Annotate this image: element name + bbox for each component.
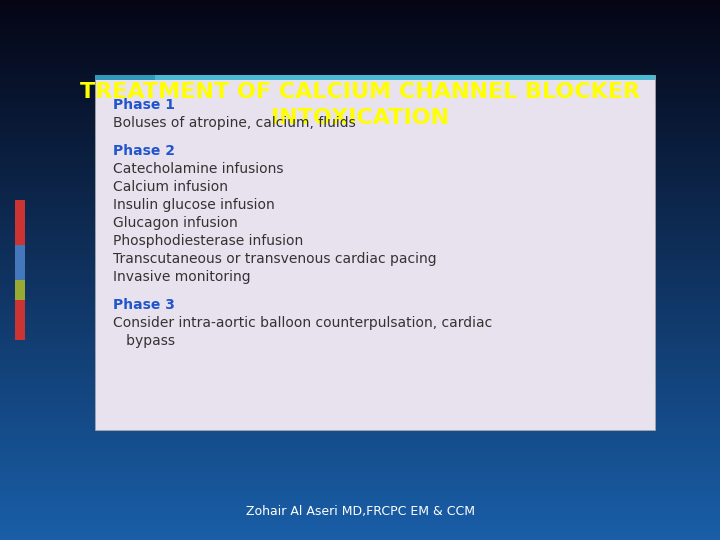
Bar	[95, 75, 655, 430]
Bar	[15, 200, 25, 245]
Text: Calcium infusion: Calcium infusion	[113, 180, 228, 194]
Text: Transcutaneous or transvenous cardiac pacing: Transcutaneous or transvenous cardiac pa…	[113, 252, 436, 266]
Bar	[15, 245, 25, 280]
Text: Catecholamine infusions: Catecholamine infusions	[113, 162, 284, 176]
Bar	[15, 280, 25, 300]
Text: Phosphodiesterase infusion: Phosphodiesterase infusion	[113, 234, 303, 248]
Bar	[15, 300, 25, 340]
Text: Zohair Al Aseri MD,FRCPC EM & CCM: Zohair Al Aseri MD,FRCPC EM & CCM	[246, 505, 474, 518]
Text: Boluses of atropine, calcium, fluids: Boluses of atropine, calcium, fluids	[113, 116, 356, 130]
Text: bypass: bypass	[113, 334, 175, 348]
Text: Phase 1: Phase 1	[113, 98, 175, 112]
Text: TREATMENT OF CALCIUM CHANNEL BLOCKER: TREATMENT OF CALCIUM CHANNEL BLOCKER	[80, 82, 640, 102]
Bar	[155, 75, 655, 80]
Text: INTOXICATION: INTOXICATION	[271, 108, 449, 128]
Text: Phase 3: Phase 3	[113, 298, 175, 312]
Text: Consider intra-aortic balloon counterpulsation, cardiac: Consider intra-aortic balloon counterpul…	[113, 316, 492, 330]
Text: Insulin glucose infusion: Insulin glucose infusion	[113, 198, 275, 212]
Text: Phase 2: Phase 2	[113, 144, 175, 158]
Text: Glucagon infusion: Glucagon infusion	[113, 216, 238, 230]
Text: Invasive monitoring: Invasive monitoring	[113, 270, 251, 284]
Bar	[95, 75, 155, 80]
